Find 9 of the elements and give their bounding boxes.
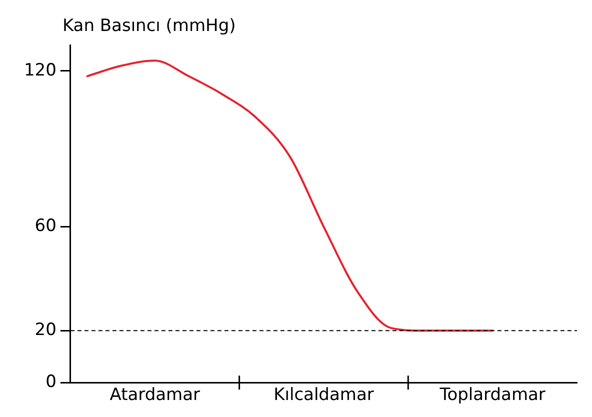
- y-axis-title: Kan Basıncı (mmHg): [62, 16, 236, 36]
- line-series: [86, 60, 494, 332]
- x-tick-label: Toplardamar: [438, 385, 546, 406]
- y-tick-label: 0: [46, 372, 56, 392]
- y-tick-label: 60: [34, 216, 56, 236]
- y-tick-label: 120: [24, 60, 56, 80]
- y-tick-label: 20: [34, 320, 56, 340]
- x-tick-label: Atardamar: [110, 385, 200, 406]
- x-tick-label: Kılcaldamar: [274, 385, 374, 406]
